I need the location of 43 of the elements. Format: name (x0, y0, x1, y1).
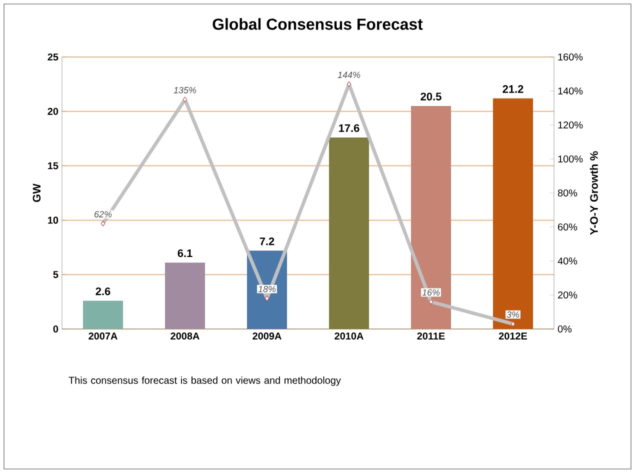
bar (329, 138, 370, 329)
chart-title: Global Consensus Forecast (212, 18, 423, 30)
y2-tick-label: 140% (558, 87, 583, 95)
data-label: 17.6 (339, 124, 360, 132)
bar (165, 262, 205, 329)
bar (247, 250, 288, 329)
y-tick-label: 15 (48, 162, 58, 170)
y-axis-title: GW (32, 184, 41, 202)
y2-tick-label: 0% (558, 325, 572, 333)
y2-tick-label: 160% (558, 53, 583, 61)
x-tick-label: 2007A (88, 332, 118, 340)
y-tick-label: 20 (48, 108, 58, 115)
data-label: 6.1 (178, 249, 192, 258)
y-tick-label: 5 (53, 271, 58, 278)
x-tick-label: 2008A (170, 332, 200, 340)
y2-axis-title: Y-O-Y Growth % (590, 151, 598, 235)
y2-tick-label: 60% (558, 223, 578, 231)
y2-tick-label: 80% (558, 189, 578, 197)
data-label: 62% (94, 211, 112, 218)
data-label: 18% (258, 286, 276, 292)
data-label: 16% (422, 289, 440, 296)
data-label: 144% (338, 72, 360, 78)
x-tick-label: 2010A (334, 332, 364, 340)
data-label: 2.6 (96, 287, 110, 296)
y2-tick-label: 100% (558, 155, 583, 163)
y2-tick-label: 40% (558, 257, 578, 265)
y-tick-label: 10 (48, 216, 58, 224)
bar (411, 106, 452, 329)
x-tick-label: 2009A (252, 332, 282, 340)
bar (83, 300, 123, 329)
y2-tick-label: 20% (558, 291, 578, 299)
y-tick-label: 25 (48, 53, 58, 61)
bar (493, 98, 534, 329)
data-label: 135% (174, 86, 196, 94)
y2-tick-label: 120% (558, 121, 583, 129)
data-label: 3% (506, 311, 520, 318)
data-label: 21.2 (502, 85, 524, 93)
data-label: 7.2 (260, 238, 274, 246)
y-tick-label: 0 (53, 325, 58, 333)
x-tick-label: 2012E (498, 332, 528, 340)
x-tick-label: 2011E (417, 332, 445, 340)
text: This consensus forecast is based on views and methodology (68, 376, 341, 386)
data-label: 20.5 (420, 92, 442, 100)
